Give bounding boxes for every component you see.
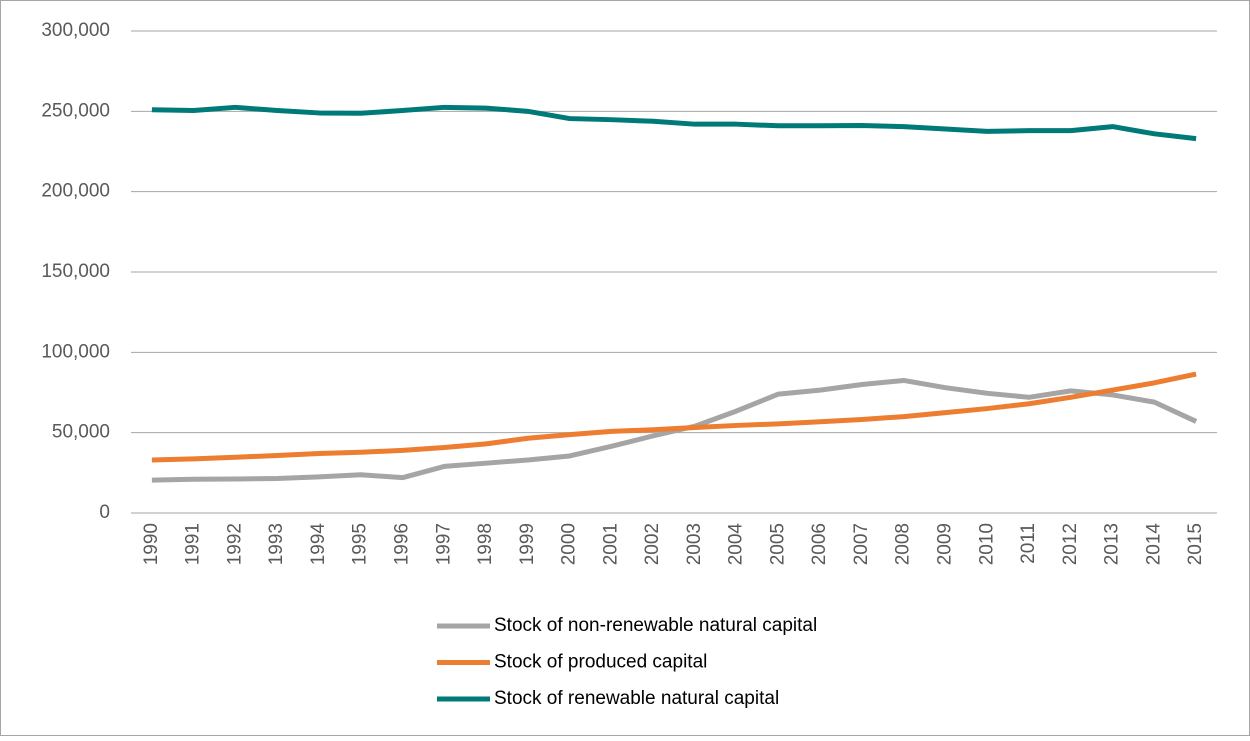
x-tick-label: 1994: [308, 523, 329, 566]
x-tick-label: 2002: [642, 523, 663, 565]
x-tick-label: 2004: [726, 523, 747, 566]
x-tick-label: 2010: [976, 523, 997, 565]
y-tick-label: 200,000: [41, 181, 110, 202]
x-tick-label: 2014: [1143, 523, 1164, 566]
y-tick-label: 250,000: [41, 100, 110, 121]
y-tick-label: 50,000: [52, 422, 110, 443]
legend-label: Stock of non-renewable natural capital: [494, 615, 817, 636]
x-tick-label: 2000: [559, 523, 580, 565]
legend-label: Stock of produced capital: [494, 652, 707, 673]
y-tick-label: 150,000: [41, 261, 110, 282]
x-tick-label: 1996: [392, 523, 413, 565]
x-tick-label: 1991: [183, 523, 204, 565]
x-tick-label: 2013: [1102, 523, 1123, 565]
x-tick-label: 1993: [266, 523, 287, 565]
x-tick-label: 1990: [141, 523, 162, 565]
y-tick-label: 300,000: [41, 20, 110, 41]
x-tick-label: 2005: [767, 523, 788, 565]
x-tick-label: 1992: [224, 523, 245, 565]
series-line: [151, 371, 1197, 463]
y-tick-label: 100,000: [41, 341, 110, 362]
x-tick-label: 2012: [1060, 523, 1081, 565]
x-tick-label: 2011: [1018, 523, 1039, 564]
x-tick-label: 2003: [684, 523, 705, 565]
x-tick-label: 2008: [893, 523, 914, 565]
x-tick-label: 2009: [935, 523, 956, 565]
x-tick-label: 1999: [517, 523, 538, 565]
x-tick-label: 2001: [600, 523, 621, 565]
x-tick-label: 2006: [809, 523, 830, 565]
x-tick-label: 1997: [433, 523, 454, 565]
series-line: [151, 104, 1197, 142]
x-tick-label: 2015: [1185, 523, 1206, 565]
legend-label: Stock of renewable natural capital: [494, 688, 779, 709]
x-tick-label: 1995: [350, 523, 371, 565]
x-tick-label: 2007: [851, 523, 872, 565]
y-tick-label: 0: [99, 502, 110, 523]
x-tick-label: 1998: [475, 523, 496, 565]
